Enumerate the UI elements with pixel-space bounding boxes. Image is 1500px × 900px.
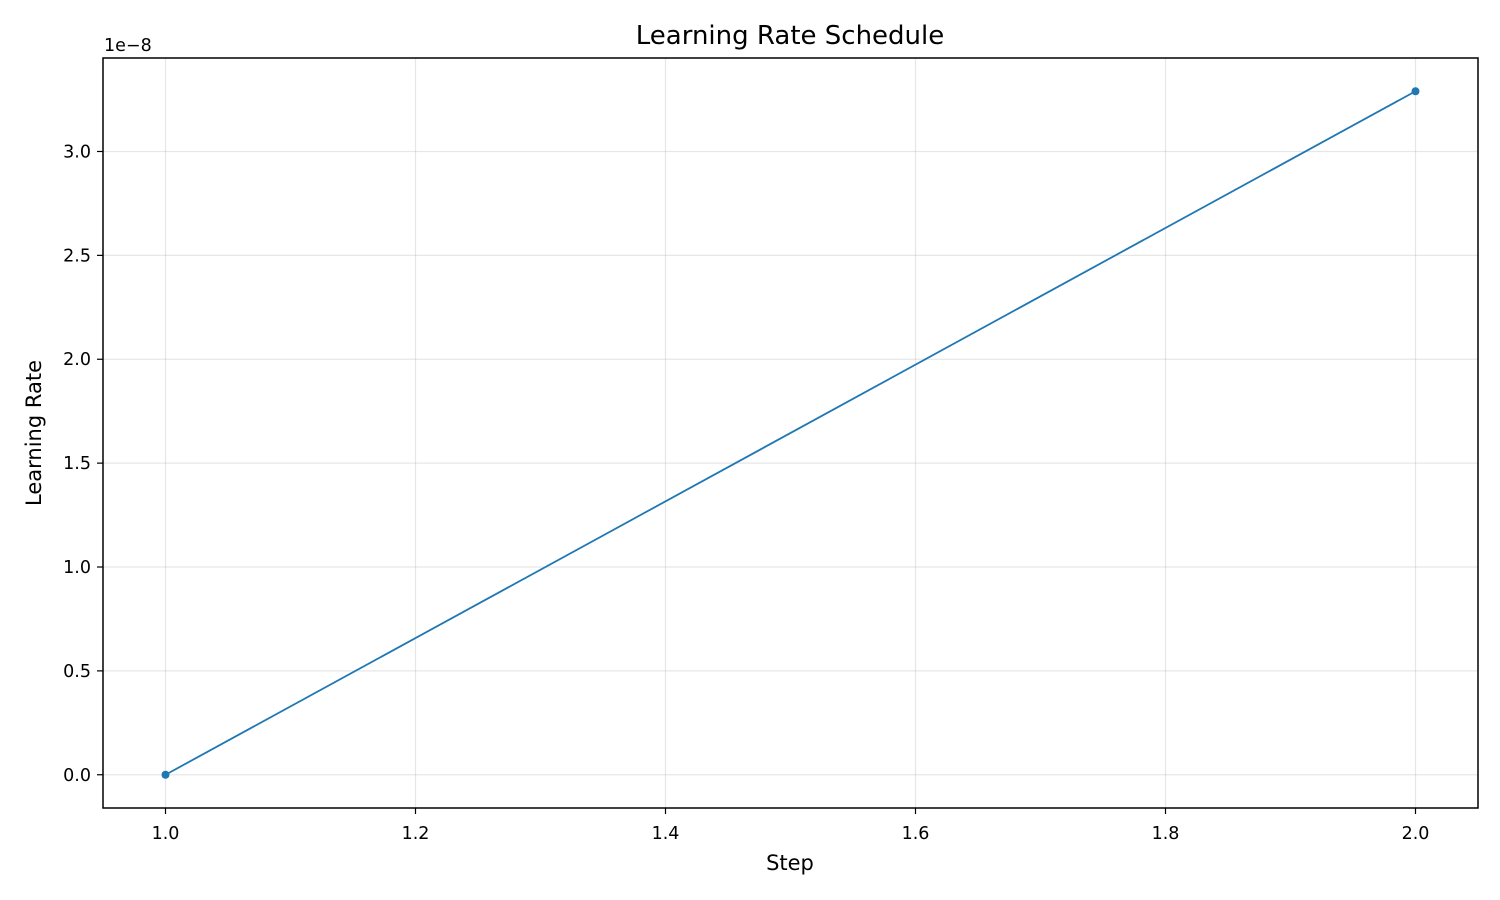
x-tick-label: 1.8 [1152,824,1180,844]
y-axis-label: Learning Rate [22,360,46,506]
y-tick-label: 1.0 [63,558,91,578]
data-point [1411,87,1420,96]
series-line [165,90,1416,776]
x-tick-label: 1.4 [652,824,680,844]
y-axis-offset-label: 1e−8 [104,36,152,56]
x-tick-label: 2.0 [1402,824,1430,844]
x-tick-label: 1.2 [402,824,430,844]
y-tick-label: 1.5 [63,454,91,474]
plot-frame [102,57,1479,809]
x-tick-label: 1.0 [152,824,180,844]
y-tick-label: 2.0 [63,350,91,370]
y-axis-ticks: 0.0 0.5 1.0 1.5 2.0 2.5 3.0 [63,142,103,786]
series-layer [161,87,1420,779]
x-tick-label: 1.6 [902,824,930,844]
y-tick-label: 0.0 [63,766,91,786]
x-axis-ticks: 1.0 1.2 1.4 1.6 1.8 2.0 [152,808,1430,844]
y-tick-label: 0.5 [63,662,91,682]
y-tick-label: 3.0 [63,142,91,162]
data-point [161,770,170,779]
chart-title: Learning Rate Schedule [636,21,945,51]
grid-lines [103,58,1478,808]
y-tick-label: 2.5 [63,246,91,266]
x-axis-label: Step [766,851,814,875]
